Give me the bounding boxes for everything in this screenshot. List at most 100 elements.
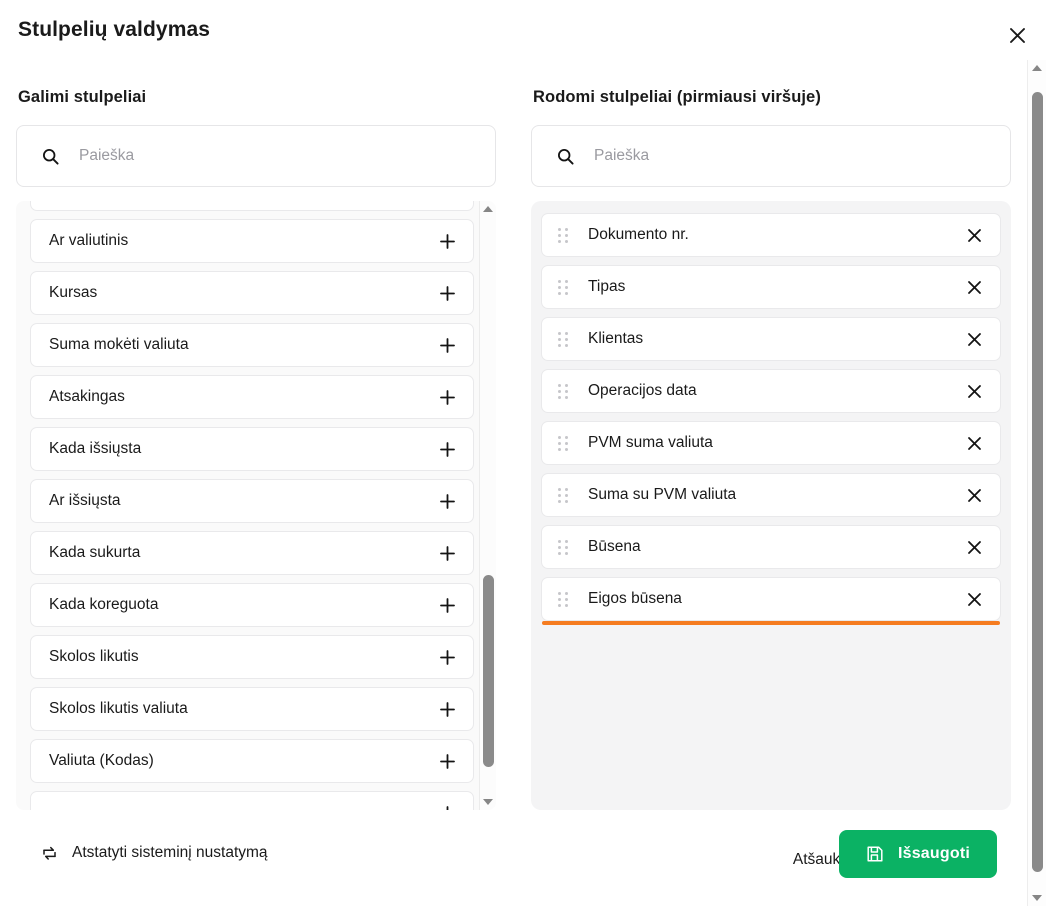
scroll-up-arrow-icon[interactable] [480, 201, 496, 217]
available-item-label: Suma mokėti valiuta [49, 336, 189, 353]
selected-columns-heading: Rodomi stulpeliai (pirmiausi viršuje) [533, 88, 821, 106]
available-item-label: Skolos likutis [49, 648, 139, 665]
list-item[interactable]: Atsakingas [30, 375, 474, 419]
list-item[interactable]: Klientas [541, 317, 1001, 361]
selected-item-label: Būsena [588, 538, 641, 555]
selected-columns-list: Dokumento nr. Tipas Klientas [531, 201, 1011, 810]
selected-search-input[interactable] [592, 126, 1010, 186]
selected-item-label: Tipas [588, 278, 626, 295]
page-title: Stulpelių valdymas [18, 18, 211, 41]
available-item-label: Kursas [49, 284, 98, 301]
save-floppy-icon [866, 845, 885, 864]
list-item[interactable]: Būsena [541, 525, 1001, 569]
list-item[interactable]: Tipas [541, 265, 1001, 309]
scrollbar-thumb[interactable] [483, 575, 494, 767]
plus-icon[interactable] [437, 231, 457, 251]
plus-icon[interactable] [437, 647, 457, 667]
close-icon[interactable] [964, 381, 984, 401]
list-item[interactable]: Kada sukurta [30, 531, 474, 575]
save-button[interactable]: Išsaugoti [839, 830, 997, 878]
available-columns-panel: Galimi stulpeliai Suma su PVM [16, 88, 496, 810]
plus-icon[interactable] [437, 803, 457, 810]
close-icon [1009, 27, 1026, 44]
selected-item-label: Klientas [588, 330, 644, 347]
plus-icon[interactable] [437, 283, 457, 303]
plus-icon[interactable] [437, 335, 457, 355]
list-item[interactable]: Dokumento nr. [541, 213, 1001, 257]
plus-icon[interactable] [437, 491, 457, 511]
available-item-label: Valiuta (Kodas) [49, 752, 154, 769]
close-icon[interactable] [964, 485, 984, 505]
close-icon[interactable] [964, 537, 984, 557]
available-columns-list: Suma su PVM Ar valiutinis Kursas [16, 201, 496, 810]
plus-icon[interactable] [437, 439, 457, 459]
list-item[interactable] [30, 791, 474, 810]
selected-item-label: Eigos būsena [588, 590, 682, 607]
search-icon [556, 147, 574, 165]
drag-handle-icon[interactable] [556, 434, 570, 452]
selected-item-label: Dokumento nr. [588, 226, 689, 243]
refresh-icon [40, 844, 58, 862]
list-item[interactable]: Ar valiutinis [30, 219, 474, 263]
page-scrollbar[interactable] [1027, 60, 1046, 906]
list-item[interactable]: Operacijos data [541, 369, 1001, 413]
plus-icon[interactable] [437, 387, 457, 407]
scroll-down-arrow-icon[interactable] [1028, 890, 1046, 906]
drag-handle-icon[interactable] [556, 226, 570, 244]
reset-button-label: Atstatyti sisteminį nustatymą [72, 844, 268, 861]
selected-columns-panel: Rodomi stulpeliai (pirmiausi viršuje) Do… [531, 88, 1011, 810]
list-item[interactable]: Ar išsiųsta [30, 479, 474, 523]
list-item[interactable]: Kursas [30, 271, 474, 315]
drag-handle-icon[interactable] [556, 382, 570, 400]
available-item-label: Atsakingas [49, 388, 125, 405]
selected-item-label: Operacijos data [588, 382, 697, 399]
drag-handle-icon[interactable] [556, 538, 570, 556]
available-item-label: Kada koreguota [49, 596, 159, 613]
plus-icon[interactable] [437, 543, 457, 563]
dialog-footer: Atstatyti sisteminį nustatymą Atšaukti I… [0, 822, 1027, 906]
available-item-label: Ar valiutinis [49, 232, 129, 249]
available-columns-items: Suma su PVM Ar valiutinis Kursas [30, 201, 474, 810]
available-item-label: Skolos likutis valiuta [49, 700, 188, 717]
list-item[interactable]: Eigos būsena [541, 577, 1001, 625]
list-item[interactable]: Suma su PVM valiuta [541, 473, 1001, 517]
plus-icon[interactable] [437, 595, 457, 615]
close-dialog-button[interactable] [1002, 20, 1032, 50]
list-item[interactable]: Suma mokėti valiuta [30, 323, 474, 367]
close-icon[interactable] [964, 225, 984, 245]
available-item-label: Ar išsiųsta [49, 492, 121, 509]
save-button-label: Išsaugoti [897, 845, 971, 862]
close-icon[interactable] [964, 329, 984, 349]
available-columns-heading: Galimi stulpeliai [18, 88, 147, 106]
list-item[interactable]: Valiuta (Kodas) [30, 739, 474, 783]
available-search-box[interactable] [16, 125, 496, 187]
drag-handle-icon[interactable] [556, 486, 570, 504]
drag-handle-icon[interactable] [556, 330, 570, 348]
close-icon[interactable] [964, 433, 984, 453]
search-icon [41, 147, 59, 165]
close-icon[interactable] [964, 589, 984, 609]
reset-system-settings-button[interactable]: Atstatyti sisteminį nustatymą [40, 844, 268, 862]
list-item[interactable]: Skolos likutis [30, 635, 474, 679]
cancel-button[interactable]: Atšaukti [789, 845, 852, 875]
list-item[interactable]: Kada išsiųsta [30, 427, 474, 471]
drag-handle-icon[interactable] [556, 278, 570, 296]
list-item[interactable]: Kada koreguota [30, 583, 474, 627]
available-item-label: Kada išsiųsta [49, 440, 142, 457]
plus-icon[interactable] [437, 699, 457, 719]
list-item[interactable]: Suma su PVM [30, 201, 474, 211]
scroll-down-arrow-icon[interactable] [480, 794, 496, 810]
available-list-scrollbar[interactable] [479, 201, 496, 810]
drag-handle-icon[interactable] [556, 590, 570, 608]
scroll-up-arrow-icon[interactable] [1028, 60, 1046, 76]
selected-search-box[interactable] [531, 125, 1011, 187]
scrollbar-thumb[interactable] [1032, 92, 1043, 872]
list-item[interactable]: Skolos likutis valiuta [30, 687, 474, 731]
available-search-input[interactable] [77, 126, 495, 186]
list-item[interactable]: PVM suma valiuta [541, 421, 1001, 465]
selected-item-label: PVM suma valiuta [588, 434, 713, 451]
drag-drop-indicator [542, 621, 1000, 625]
plus-icon[interactable] [437, 751, 457, 771]
close-icon[interactable] [964, 277, 984, 297]
